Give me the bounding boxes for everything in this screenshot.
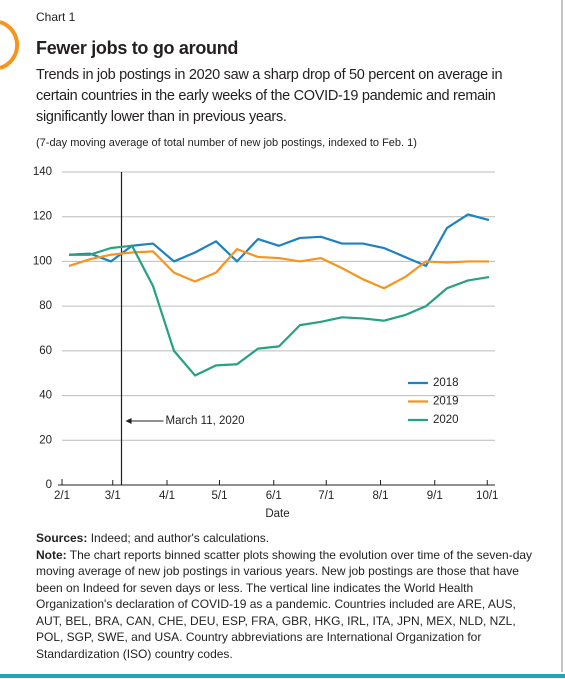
chart-label: Chart 1 — [36, 10, 76, 24]
legend-label: 2018 — [433, 377, 459, 389]
x-tick-label: 8/1 — [373, 490, 389, 502]
y-tick-label: 80 — [39, 300, 52, 312]
x-tick-label: 6/1 — [266, 490, 282, 502]
sources-label: Sources: — [36, 531, 88, 545]
x-tick-label: 7/1 — [318, 490, 334, 502]
y-tick-label: 40 — [39, 390, 52, 402]
x-tick-label: 9/1 — [427, 490, 443, 502]
x-tick-label: 2/1 — [54, 490, 70, 502]
series-line — [68, 248, 489, 290]
chart-subtitle: Trends in job postings in 2020 saw a sha… — [36, 67, 503, 125]
x-tick-label: 5/1 — [212, 490, 228, 502]
sources: Sources: Indeed; and author's calculatio… — [36, 530, 536, 662]
y-tick-label: 100 — [33, 255, 52, 267]
x-tick-label: 10/1 — [476, 490, 498, 502]
chart-title: Fewer jobs to go around — [36, 38, 239, 58]
x-axis-label: Date — [265, 508, 289, 520]
y-tick-label: 0 — [46, 479, 52, 491]
note-label: Note: — [36, 547, 67, 562]
y-tick-label: 20 — [39, 434, 52, 446]
sources-text: Indeed; and author's calculations. — [90, 531, 270, 545]
legend-label: 2019 — [433, 396, 459, 408]
series-line — [69, 244, 490, 377]
x-tick-label: 4/1 — [159, 490, 175, 502]
x-tick-label: 3/1 — [105, 490, 121, 502]
chart-note: (7-day moving average of total number of… — [36, 137, 417, 149]
legend-label: 2020 — [433, 414, 459, 426]
series-line — [68, 213, 490, 267]
y-tick-label: 60 — [39, 345, 52, 357]
y-tick-label: 120 — [33, 211, 52, 223]
annotation-arrowhead — [125, 418, 132, 424]
y-tick-label: 140 — [33, 166, 52, 178]
annotation-text: March 11, 2020 — [166, 415, 245, 427]
note-text: The chart reports binned scatter plots s… — [36, 547, 533, 661]
decor-arc — [0, 20, 20, 70]
